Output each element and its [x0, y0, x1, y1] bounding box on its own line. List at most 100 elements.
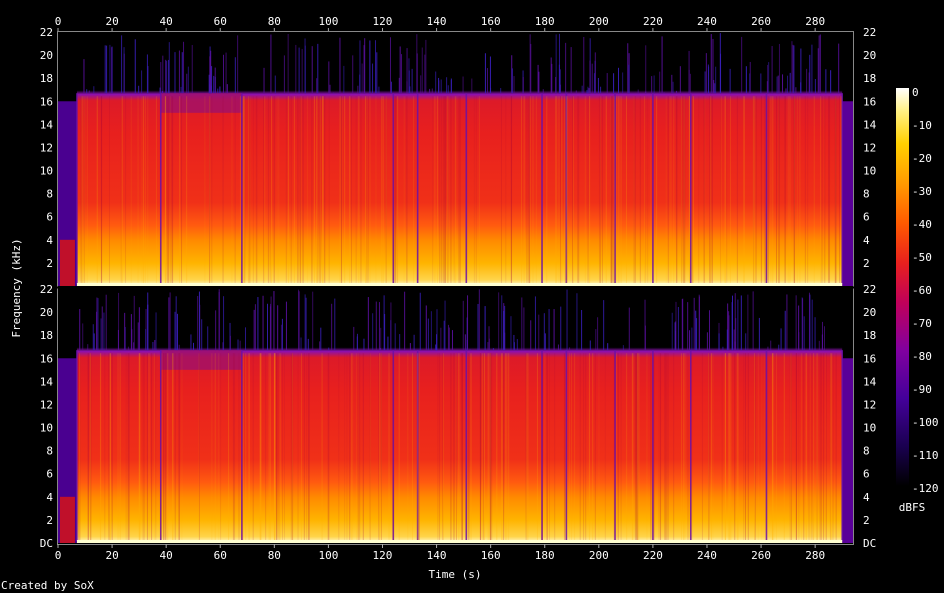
transient-spike — [389, 37, 391, 94]
transient-spike — [734, 341, 736, 351]
channel-1-spectrogram — [58, 32, 853, 286]
texture-streak — [743, 96, 745, 286]
texture-streak — [496, 353, 498, 543]
channel-2-spectrogram — [58, 289, 853, 543]
transient-spike — [168, 297, 170, 351]
texture-streak — [249, 96, 251, 286]
y-tick-label-right: 18 — [863, 329, 876, 342]
texture-streak — [393, 96, 395, 286]
texture-streak — [247, 96, 249, 286]
colorbar-tick-labels: 0 -10 -20 -30 -40 -50 -60 -70 -80 -90 -100 -110 -120 — [912, 86, 939, 495]
texture-streak — [455, 353, 457, 543]
transient-spike — [237, 339, 239, 351]
intro-low-band — [60, 496, 75, 543]
transient-spike — [176, 313, 178, 351]
transient-spike — [436, 309, 438, 351]
texture-streak — [681, 353, 683, 543]
texture-streak — [442, 353, 444, 543]
texture-streak — [211, 353, 213, 543]
x-tick-label-top: 160 — [481, 15, 501, 28]
transient-spike — [802, 298, 804, 351]
texture-streak — [172, 96, 174, 286]
transient-spike — [394, 323, 396, 351]
texture-streak — [665, 96, 667, 286]
transient-spike — [352, 55, 354, 94]
transient-spike — [443, 320, 445, 351]
texture-streak — [813, 96, 815, 286]
transient-spike — [234, 57, 236, 94]
transient-spike — [661, 36, 663, 94]
texture-streak — [273, 96, 275, 286]
texture-streak — [753, 96, 755, 286]
transient-spike — [425, 305, 427, 351]
transient-spike — [93, 333, 95, 351]
texture-streak — [144, 96, 146, 286]
transient-spike — [446, 77, 448, 94]
texture-streak — [344, 353, 346, 543]
texture-streak — [454, 96, 456, 286]
segment-boundary — [565, 350, 568, 541]
x-tick-label-top: 240 — [697, 15, 717, 28]
y-tick-label-left: 12 — [40, 141, 53, 154]
texture-streak — [778, 96, 780, 286]
transient-spike — [825, 69, 827, 94]
texture-streak — [548, 353, 550, 543]
transient-spike — [416, 34, 418, 94]
transient-spike — [467, 295, 469, 351]
segment-boundary — [689, 350, 692, 541]
texture-streak — [501, 353, 503, 543]
transient-spike — [469, 349, 471, 351]
texture-streak — [274, 353, 276, 543]
texture-streak — [79, 353, 81, 543]
texture-streak — [369, 353, 371, 543]
transient-spike — [597, 77, 599, 94]
colorbar-tick-label: -80 — [912, 350, 932, 363]
texture-streak — [322, 96, 324, 286]
transient-spike — [511, 55, 513, 94]
x-tick-label-bottom: 0 — [55, 549, 62, 562]
texture-streak — [698, 96, 700, 286]
transient-spike — [787, 75, 789, 94]
transient-spike — [477, 303, 479, 351]
transient-spike — [791, 41, 793, 94]
texture-streak — [532, 96, 534, 286]
texture-streak — [667, 353, 669, 543]
texture-streak — [148, 353, 150, 543]
texture-streak — [825, 353, 827, 543]
texture-streak — [83, 96, 85, 286]
x-tick-label-bottom: 280 — [805, 549, 825, 562]
transient-spike — [435, 71, 437, 94]
transient-spike — [213, 75, 215, 94]
texture-streak — [418, 353, 420, 543]
texture-streak — [599, 96, 601, 286]
transient-spike — [421, 47, 423, 94]
texture-streak — [104, 353, 106, 543]
texture-streak — [664, 353, 666, 543]
texture-streak — [244, 96, 246, 286]
texture-streak — [138, 353, 140, 543]
texture-streak — [273, 353, 275, 543]
transient-spike — [356, 333, 358, 351]
texture-streak — [801, 353, 803, 543]
texture-streak — [577, 96, 579, 286]
transient-spike — [538, 71, 540, 94]
x-tick-label-bottom: 240 — [697, 549, 717, 562]
texture-streak — [470, 353, 472, 543]
texture-streak — [795, 353, 797, 543]
transient-spike — [595, 329, 597, 351]
segment-boundary — [841, 350, 843, 541]
texture-streak — [521, 96, 523, 286]
texture-streak — [568, 353, 570, 543]
texture-streak — [445, 96, 447, 286]
transient-spike — [570, 47, 572, 94]
transient-spike — [160, 62, 162, 94]
y-tick-label-right: 22 — [863, 283, 876, 296]
transient-spike — [492, 348, 494, 351]
texture-streak — [396, 96, 398, 286]
transient-spike — [223, 54, 225, 94]
transient-spike — [824, 326, 826, 351]
x-tick-label-bottom: 200 — [589, 549, 609, 562]
texture-streak — [165, 96, 167, 286]
transient-spike — [438, 77, 440, 94]
texture-streak — [816, 353, 818, 543]
